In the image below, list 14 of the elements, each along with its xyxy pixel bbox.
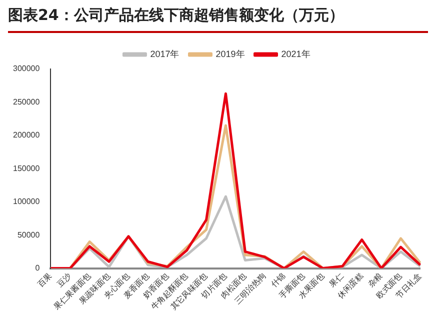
legend-label: 2021年	[281, 48, 310, 59]
chart-title: 图表24：公司产品在线下商超销售额变化（万元）	[8, 6, 428, 33]
legend-label: 2017年	[150, 48, 180, 59]
legend-label: 2019年	[216, 48, 245, 59]
x-tick-label: 果仁	[328, 271, 346, 289]
y-tick-label: 100000	[12, 197, 40, 206]
y-tick-label: 0	[35, 263, 40, 272]
x-tick-label: 百果	[36, 271, 54, 289]
y-tick-label: 250000	[12, 97, 40, 106]
y-tick-label: 150000	[12, 164, 40, 173]
y-tick-label: 50000	[17, 230, 40, 240]
x-tick-label: 杂粮	[366, 271, 384, 289]
y-tick-label: 200000	[12, 130, 40, 140]
y-tick-label: 300000	[12, 64, 40, 74]
